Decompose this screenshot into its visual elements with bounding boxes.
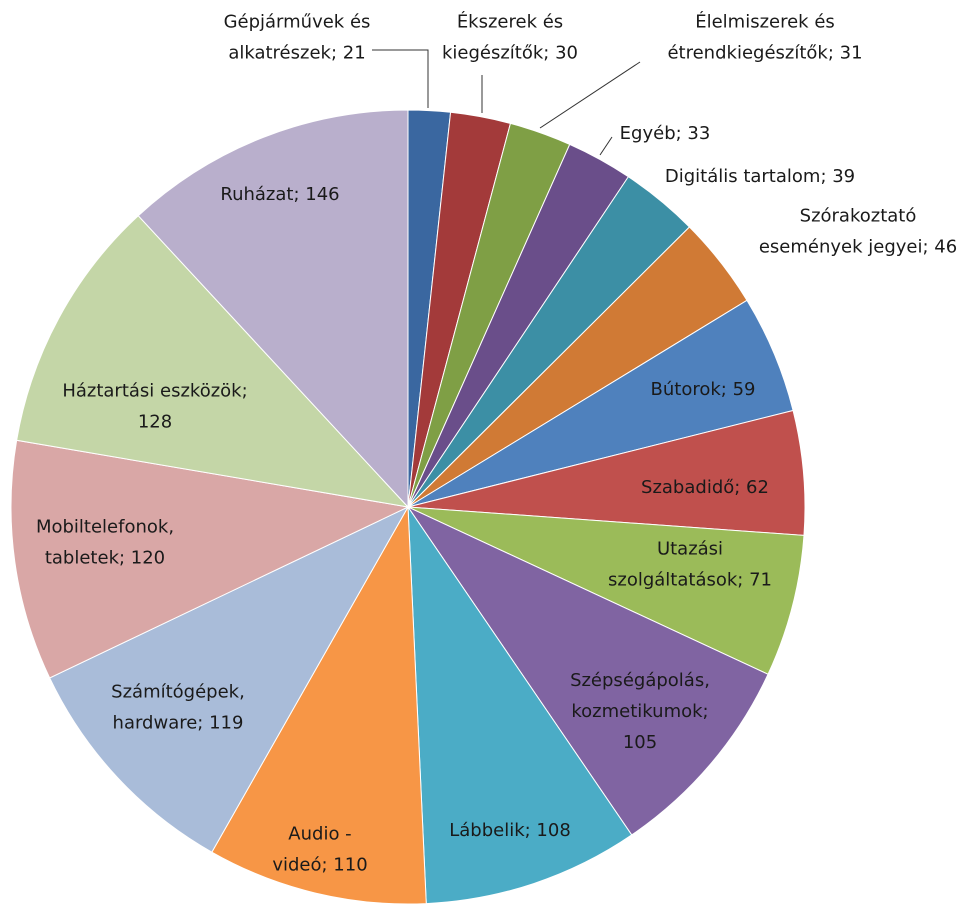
pie-slice xyxy=(16,215,410,508)
data-label: Ruházat; 146 xyxy=(220,184,339,205)
data-label: hardware; 119 xyxy=(113,713,244,734)
data-label: tabletek; 120 xyxy=(45,548,165,569)
pie-slice xyxy=(137,109,409,509)
data-label: kiegészítők; 30 xyxy=(442,43,578,64)
data-label: Audio - xyxy=(288,824,351,845)
data-label: Egyéb; 33 xyxy=(620,123,711,144)
pie-slice xyxy=(10,439,410,679)
data-label: szolgáltatások; 71 xyxy=(608,570,772,591)
data-label: események jegyei; 46 xyxy=(759,237,957,258)
data-label: Ékszerek és xyxy=(457,11,563,33)
pie-slice xyxy=(49,505,410,853)
data-label: Digitális tartalom; 39 xyxy=(665,166,855,187)
data-label: Mobiltelefonok, xyxy=(36,517,174,538)
data-label: Élelmiszerek és xyxy=(695,11,835,33)
data-label: étrendkiegészítők; 31 xyxy=(667,43,862,64)
data-label: alkatrészek; 21 xyxy=(228,43,365,64)
data-label: Háztartási eszközök; xyxy=(62,381,247,402)
data-label: Szórakoztató xyxy=(800,206,917,227)
pie-slice xyxy=(407,506,805,675)
data-label: 128 xyxy=(138,412,172,433)
data-label: Számítógépek, xyxy=(111,682,245,703)
data-label: Bútorok; 59 xyxy=(651,379,756,400)
data-label: videó; 110 xyxy=(272,855,367,876)
leader-line xyxy=(372,49,429,108)
pie-slice xyxy=(406,505,769,836)
pie-slice xyxy=(211,505,427,905)
data-label: Szépségápolás, xyxy=(570,670,710,691)
data-label: Szabadidő; 62 xyxy=(641,477,769,498)
data-label: kozmetikumok; xyxy=(571,701,708,722)
data-label: 105 xyxy=(623,732,657,753)
leader-line xyxy=(599,136,613,156)
data-label: Utazási xyxy=(657,539,723,560)
data-label: Lábbelik; 108 xyxy=(449,820,571,841)
data-label: Gépjárművek és xyxy=(224,12,371,33)
leader-line xyxy=(539,61,641,129)
pie-slice xyxy=(407,505,633,905)
